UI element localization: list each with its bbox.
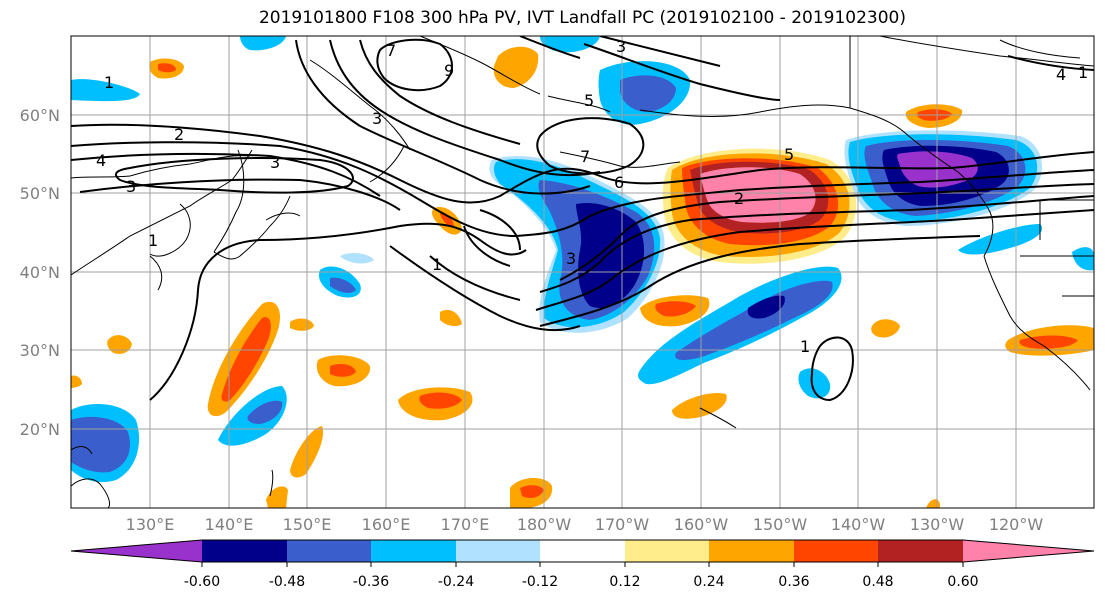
contour-label: 7 [386, 41, 396, 60]
contour-label: 5 [584, 91, 594, 110]
colorbar-cell-8 [794, 540, 878, 562]
colorbar-cell-10 [963, 540, 1094, 562]
lon-label: 180°W [517, 515, 572, 534]
lon-label: 130°E [126, 515, 175, 534]
colorbar-tick-label: 0.48 [862, 574, 893, 590]
contour-label: 3 [372, 109, 382, 128]
contour-label: 3 [566, 249, 576, 268]
contour-label: 6 [614, 173, 624, 192]
map-title: 2019101800 F108 300 hPa PV, IVT Landfall… [258, 8, 906, 28]
colorbar-cell-6 [625, 540, 709, 562]
contour-label: 3 [126, 177, 136, 196]
colorbar-cell-3 [371, 540, 456, 562]
colorbar-tick-label: -0.36 [353, 574, 389, 590]
contour-label: 3 [616, 37, 626, 56]
colorbar-tick-label: 0.60 [947, 574, 978, 590]
lat-label: 30°N [20, 341, 60, 360]
colorbar: -0.60 -0.48 -0.36 -0.24 -0.12 0.12 0.24 … [70, 539, 1095, 590]
colorbar-tick-label: 0.12 [609, 574, 640, 590]
latitude-labels: 60°N 50°N 40°N 30°N 20°N [20, 106, 60, 439]
lon-label: 140°W [831, 515, 886, 534]
colorbar-cell-1 [202, 540, 287, 562]
lon-label: 160°W [674, 515, 729, 534]
lon-label: 150°W [753, 515, 808, 534]
coastlines [71, 36, 1094, 508]
contour-label: 4 [96, 151, 106, 170]
lat-label: 20°N [20, 420, 60, 439]
map-content: 1 2 4 3 1 3 9 3 7 1 5 3 7 6 5 2 3 1 1 4 [71, 36, 1094, 508]
contour-label: 1 [104, 73, 114, 92]
lat-label: 60°N [20, 106, 60, 125]
contour-label: 3 [270, 153, 280, 172]
contour-label: 1 [1078, 63, 1088, 82]
lon-label: 170°W [595, 515, 650, 534]
lon-label: 150°E [283, 515, 332, 534]
contour-label: 2 [734, 189, 744, 208]
lon-label: 140°E [205, 515, 254, 534]
contour-labels: 1 2 4 3 1 3 9 3 7 1 5 3 7 6 5 2 3 1 1 4 [96, 37, 1088, 356]
contour-label: 1 [800, 337, 810, 356]
colorbar-tick-label: 0.36 [778, 574, 809, 590]
colorbar-cell-4 [456, 540, 540, 562]
lat-label: 40°N [20, 263, 60, 282]
colorbar-ticks [201, 562, 964, 567]
contour-label: 7 [580, 147, 590, 166]
colorbar-cell-2 [287, 540, 371, 562]
colorbar-tick-label: -0.12 [522, 574, 558, 590]
colorbar-tick-label: -0.60 [184, 574, 220, 590]
colorbar-cell-7 [709, 540, 794, 562]
contour-label: 4 [1056, 65, 1066, 84]
contour-label: 9 [444, 61, 454, 80]
lat-label: 50°N [20, 184, 60, 203]
lon-label: 170°E [441, 515, 490, 534]
lon-label: 160°E [362, 515, 411, 534]
pv-contours [71, 36, 1094, 402]
lon-label: 130°W [910, 515, 965, 534]
contour-label: 2 [174, 125, 184, 144]
colorbar-cell-5 [540, 540, 625, 562]
lon-label: 120°W [989, 515, 1044, 534]
colorbar-cell-0 [71, 540, 202, 562]
contour-label: 1 [432, 255, 442, 274]
colorbar-cell-9 [878, 540, 963, 562]
contour-label: 1 [148, 231, 158, 250]
map-frame [70, 35, 1095, 509]
colorbar-tick-label: 0.24 [693, 574, 724, 590]
longitude-labels: 130°E 140°E 150°E 160°E 170°E 180°W 170°… [126, 515, 1044, 534]
contour-label: 5 [784, 145, 794, 164]
colorbar-tick-label: -0.48 [269, 574, 305, 590]
colorbar-tick-label: -0.24 [438, 574, 474, 590]
